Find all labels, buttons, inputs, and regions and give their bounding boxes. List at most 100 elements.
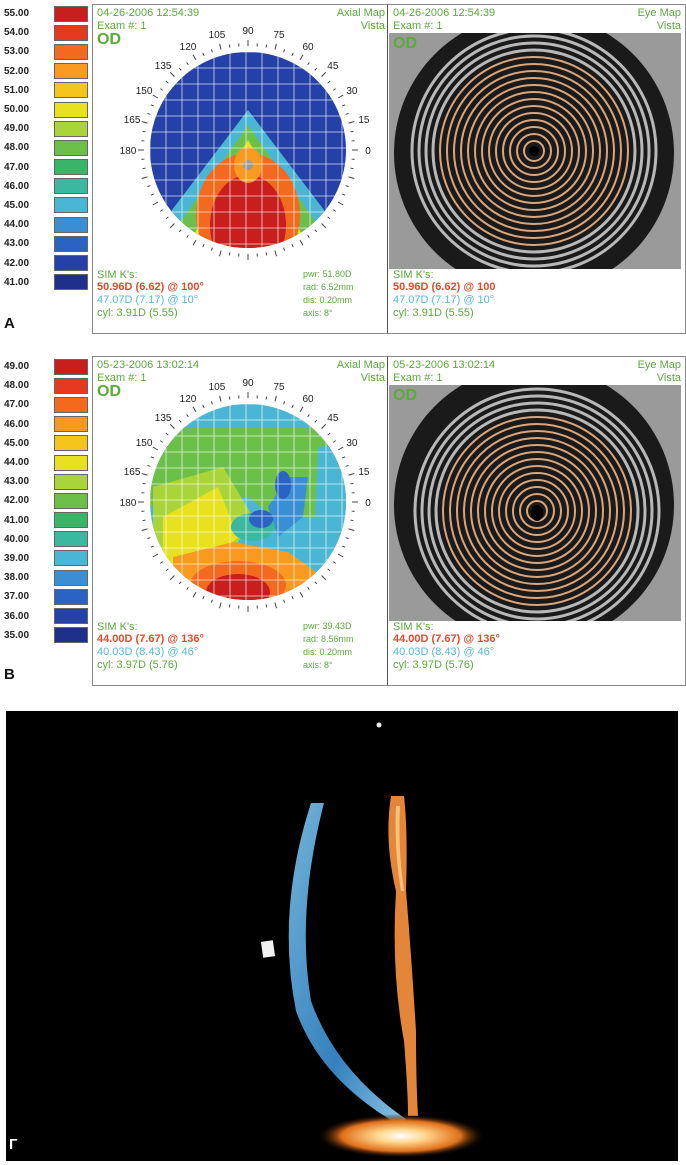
ksteep-a-right: 50.96D (6.62) @ 100 [393, 281, 496, 293]
panel-a-label: A [4, 315, 15, 332]
scale-swatch [54, 416, 88, 433]
pwr-a: pwr: 51.80D [303, 269, 352, 279]
scale-swatch [54, 24, 88, 41]
scale-row: 35.00 [2, 626, 92, 645]
scale-swatch [54, 454, 88, 471]
scale-value: 38.00 [4, 572, 30, 584]
panel-b-label: B [4, 666, 15, 683]
scale-value: 49.00 [4, 361, 30, 373]
angle-label: 120 [180, 394, 197, 405]
scale-row: 37.00 [2, 587, 92, 606]
eye-b-left: OD [97, 383, 121, 400]
placido-ring-image-b [389, 385, 681, 621]
rad-b: rad: 8.56mm [303, 634, 354, 644]
scale-value: 41.00 [4, 276, 30, 288]
exam-a-left: Exam #: 1 [97, 20, 147, 32]
cyl-b-left: cyl: 3.97D (5.76) [97, 659, 178, 671]
angle-label: 30 [346, 438, 358, 449]
scale-row: 40.00 [2, 530, 92, 549]
angle-label: 135 [155, 413, 172, 424]
scale-row: 51.00 [2, 81, 92, 100]
device-b-left: Vista [360, 372, 385, 384]
angle-label: 105 [209, 382, 226, 393]
angle-label: 0 [365, 498, 371, 509]
mapname-a-right: Eye Map [637, 7, 681, 19]
simk-b-left: SIM K's: [97, 621, 138, 633]
datetime-a-left: 04-26-2006 12:54:39 [97, 7, 200, 19]
scale-value: 53.00 [4, 46, 30, 58]
mapname-b-right: Eye Map [637, 359, 681, 371]
scale-value: 48.00 [4, 380, 30, 392]
mapname-a-left: Axial Map [336, 7, 385, 19]
ksteep-a-left: 50.96D (6.62) @ 100° [97, 281, 204, 293]
scale-row: 38.00 [2, 568, 92, 587]
scale-value: 49.00 [4, 123, 30, 135]
pwr-b: pwr: 39.43D [303, 621, 352, 631]
angle-label: 165 [124, 115, 141, 126]
scale-row: 54.00 [2, 23, 92, 42]
dis-a: dis: 0.20mm [303, 295, 353, 305]
angle-label: 60 [302, 42, 314, 53]
scale-row: 44.00 [2, 453, 92, 472]
kflat-a-right: 47.07D (7.17) @ 10° [393, 294, 495, 306]
angle-label: 120 [180, 42, 197, 53]
angle-label: 15 [358, 115, 370, 126]
ksteep-b-left: 44.00D (7.67) @ 136° [97, 633, 204, 645]
scale-value: 40.00 [4, 533, 30, 545]
scale-swatch [54, 82, 88, 99]
scale-value: 46.00 [4, 180, 30, 192]
axis-b: axis: 8° [303, 660, 333, 670]
angle-label: 75 [273, 382, 285, 393]
scale-swatch [54, 588, 88, 605]
angle-label: 180 [120, 498, 137, 509]
scale-row: 41.00 [2, 511, 92, 530]
device-b-right: Vista [656, 372, 681, 384]
scale-value: 44.00 [4, 457, 30, 469]
scale-swatch [54, 63, 88, 80]
scale-swatch [54, 512, 88, 529]
scale-value: 47.00 [4, 399, 30, 411]
rad-a: rad: 6.52mm [303, 282, 354, 292]
angle-label: 75 [273, 30, 285, 41]
exam-b-right: Exam #: 1 [393, 372, 443, 384]
scale-row: 48.00 [2, 138, 92, 157]
scale-value: 52.00 [4, 65, 30, 77]
scale-value: 41.00 [4, 514, 30, 526]
angle-label: 180 [120, 146, 137, 157]
exam-b-left: Exam #: 1 [97, 372, 147, 384]
slit-lamp-photo: Г [6, 711, 678, 1161]
scale-row: 42.00 [2, 491, 92, 510]
simk-b-right: SIM K's: [393, 621, 434, 633]
scale-swatch [54, 159, 88, 176]
scale-swatch [54, 274, 88, 291]
scale-row: 55.00 [2, 4, 92, 23]
panel-b-divider [387, 357, 388, 685]
angle-label: 150 [136, 86, 153, 97]
scale-row: 52.00 [2, 62, 92, 81]
simk-a-left: SIM K's: [97, 269, 138, 281]
scale-swatch [54, 492, 88, 509]
scale-swatch [54, 531, 88, 548]
scale-value: 42.00 [4, 495, 30, 507]
scale-row: 46.00 [2, 415, 92, 434]
scale-value: 47.00 [4, 161, 30, 173]
scale-value: 51.00 [4, 84, 30, 96]
kflat-a-left: 47.07D (7.17) @ 10° [97, 294, 199, 306]
scale-row: 50.00 [2, 100, 92, 119]
scale-value: 43.00 [4, 476, 30, 488]
cyl-a-right: cyl: 3.91D (5.55) [393, 307, 474, 319]
scale-swatch [54, 608, 88, 625]
angle-label: 165 [124, 467, 141, 478]
topography-panel-a: 04-26-2006 12:54:39 Axial Map Exam #: 1 … [92, 4, 686, 334]
color-scale-a: 55.00 54.00 53.00 52.00 51.00 50.00 49.00 48.00… [2, 4, 92, 292]
scale-row: 46.00 [2, 177, 92, 196]
device-a-right: Vista [656, 20, 681, 32]
scale-swatch [54, 197, 88, 214]
panel-a-divider [387, 5, 388, 333]
scale-value: 39.00 [4, 552, 30, 564]
scale-row: 45.00 [2, 434, 92, 453]
cyl-b-right: cyl: 3.97D (5.76) [393, 659, 474, 671]
angle-label: 135 [155, 61, 172, 72]
angle-label: 45 [327, 413, 339, 424]
